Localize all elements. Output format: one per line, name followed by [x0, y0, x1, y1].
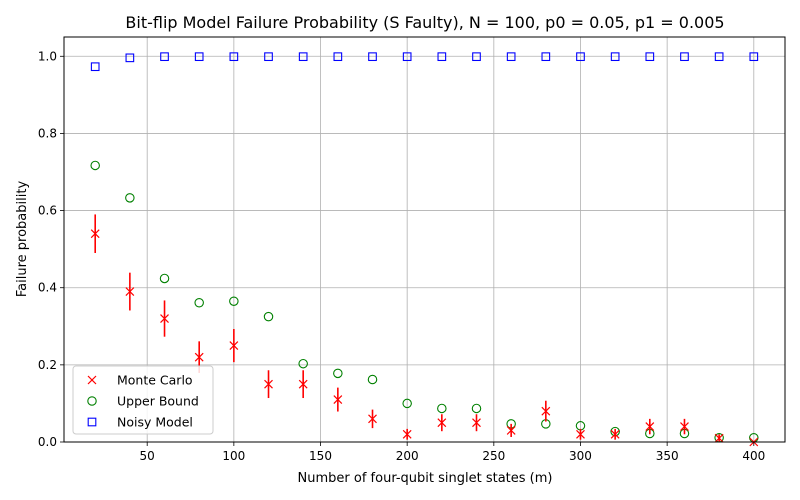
y-axis-ticks: 0.0 0.2 0.4 0.6 0.8 1.0 — [38, 49, 64, 449]
legend-box — [72, 365, 214, 435]
y-tick-label: 0.0 — [38, 435, 57, 449]
x-tick-label: 400 — [742, 449, 765, 463]
data-point — [402, 52, 412, 62]
y-tick-label: 0.2 — [38, 358, 57, 372]
y-tick-label: 0.4 — [38, 281, 57, 295]
data-point — [680, 422, 689, 431]
data-point — [506, 52, 516, 62]
data-point — [90, 62, 100, 72]
data-point — [125, 287, 135, 296]
data-point — [159, 273, 170, 284]
data-point — [333, 395, 343, 404]
legend-marker — [87, 417, 97, 427]
data-point — [368, 414, 377, 424]
data-point — [437, 418, 447, 428]
data-point — [298, 52, 308, 62]
y-tick-label: 0.6 — [38, 204, 57, 218]
x-tick-label: 300 — [569, 449, 592, 463]
data-point — [506, 426, 516, 435]
series-upper-bound — [90, 160, 759, 443]
data-point — [333, 368, 343, 379]
data-point — [437, 52, 447, 62]
data-point — [229, 296, 239, 306]
x-tick-label: 200 — [396, 449, 419, 463]
data-point — [402, 429, 412, 439]
y-axis-label: Failure probability — [15, 181, 30, 298]
data-point — [160, 314, 169, 323]
data-point — [471, 403, 482, 414]
data-point — [194, 352, 204, 362]
data-point — [298, 358, 308, 369]
data-point — [472, 52, 481, 62]
data-point — [229, 52, 239, 62]
data-point — [472, 418, 481, 428]
legend-label: Monte Carlo — [117, 373, 193, 388]
data-point — [714, 52, 724, 62]
data-point — [541, 52, 551, 62]
data-point — [437, 403, 447, 414]
data-point — [368, 52, 377, 62]
data-point — [160, 52, 169, 62]
legend-label: Noisy Model — [117, 415, 193, 430]
data-point — [645, 52, 655, 62]
legend-marker — [87, 396, 97, 406]
data-point — [610, 429, 620, 439]
series-noisy-model — [90, 52, 759, 72]
chart-title: Bit-flip Model Failure Probability (S Fa… — [125, 13, 724, 32]
data-point — [645, 422, 655, 431]
data-point — [576, 52, 585, 62]
plot-frame — [63, 36, 786, 443]
legend-label: Upper Bound — [117, 394, 199, 409]
y-tick-label: 0.8 — [38, 126, 57, 140]
data-point — [333, 52, 343, 62]
data-point — [90, 229, 100, 239]
data-point — [402, 398, 412, 409]
data-point — [576, 429, 585, 439]
x-axis-label: Number of four-qubit singlet states (m) — [298, 471, 553, 486]
x-tick-label: 50 — [140, 449, 155, 463]
x-tick-label: 350 — [656, 449, 679, 463]
x-tick-label: 100 — [222, 449, 245, 463]
data-point — [714, 433, 724, 443]
data-point — [541, 406, 551, 416]
data-point — [229, 341, 239, 350]
data-point — [264, 52, 273, 62]
data-point — [125, 53, 135, 63]
data-point — [90, 160, 100, 171]
data-point — [610, 52, 620, 62]
data-point — [194, 298, 204, 308]
grid — [64, 37, 785, 443]
x-tick-label: 250 — [482, 449, 505, 463]
legend: Monte Carlo Upper Bound Noisy Model — [72, 365, 214, 435]
series-layer — [90, 52, 759, 447]
data-point — [749, 52, 759, 62]
data-point — [263, 311, 274, 322]
data-point — [298, 379, 308, 389]
y-tick-label: 1.0 — [38, 49, 57, 63]
x-axis-ticks: 50 100 150 200 250 300 350 400 — [140, 442, 765, 463]
series-monte-carlo — [90, 214, 759, 447]
data-point — [194, 52, 204, 62]
data-point — [125, 193, 135, 203]
data-point — [367, 374, 378, 385]
legend-marker — [87, 375, 97, 385]
data-point — [680, 52, 689, 62]
x-tick-label: 150 — [309, 449, 332, 463]
data-point — [264, 379, 273, 389]
